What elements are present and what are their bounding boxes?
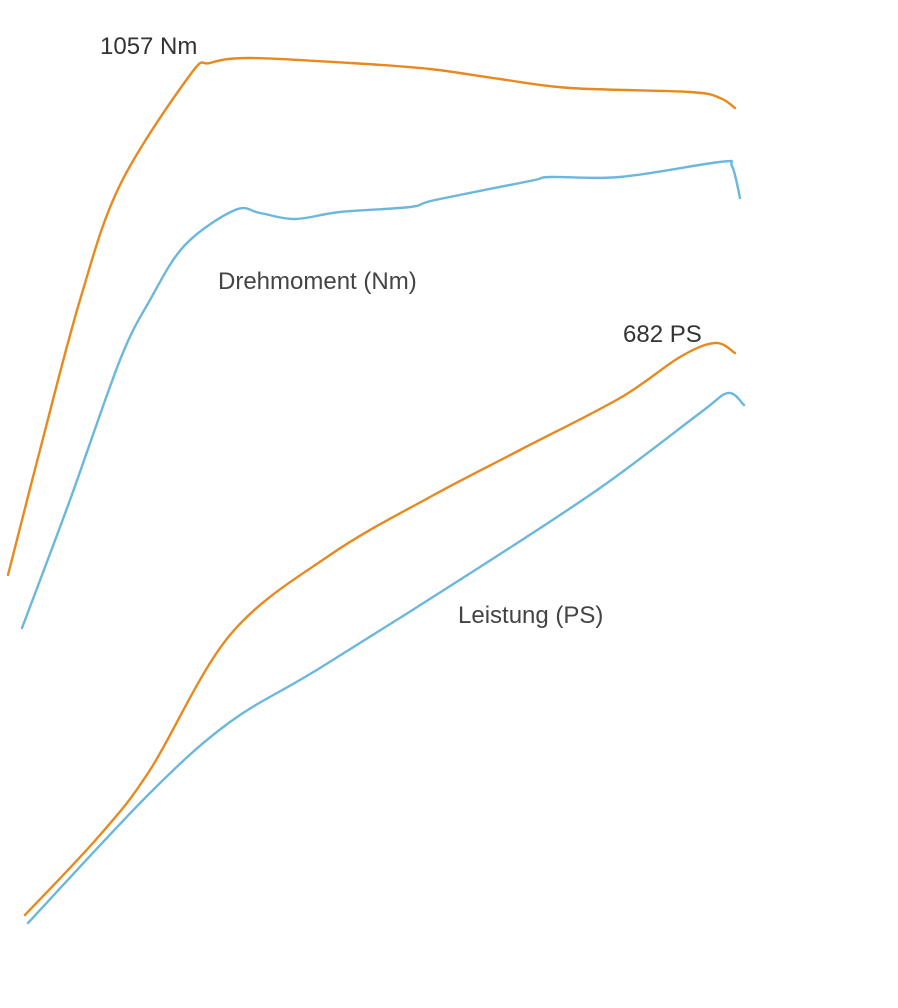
- torque-stock-curve: [20, 159, 742, 630]
- curves-layer: [6, 56, 746, 925]
- torque-series-label: Drehmoment (Nm): [218, 268, 417, 295]
- power-tuned-curve: [23, 341, 737, 917]
- power-series-label: Leistung (PS): [458, 602, 603, 629]
- torque-tuned-curve: [6, 56, 737, 577]
- power-peak-label: 682 PS: [623, 321, 702, 348]
- power-stock-curve: [26, 391, 746, 925]
- torque-peak-label: 1057 Nm: [100, 33, 197, 60]
